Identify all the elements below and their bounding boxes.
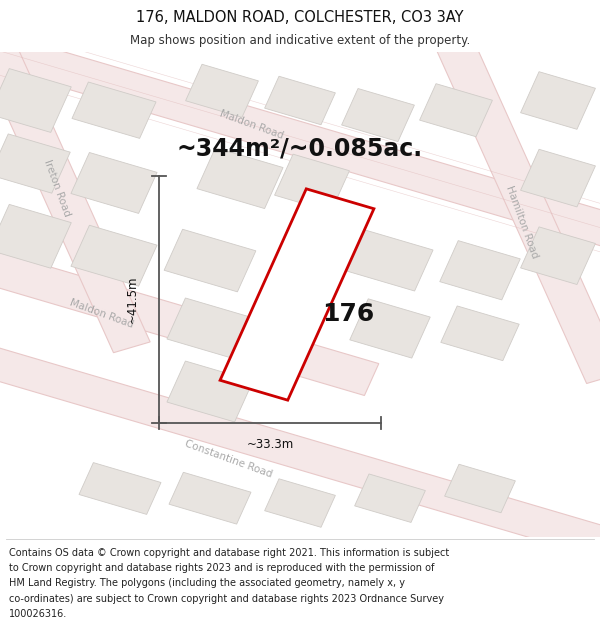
Text: Ireton Road: Ireton Road xyxy=(42,158,72,218)
Polygon shape xyxy=(265,76,335,125)
Polygon shape xyxy=(79,462,161,514)
Polygon shape xyxy=(0,222,379,396)
Polygon shape xyxy=(419,84,493,137)
Polygon shape xyxy=(167,361,253,422)
Polygon shape xyxy=(433,31,600,384)
Polygon shape xyxy=(440,241,520,300)
Polygon shape xyxy=(71,225,157,286)
Polygon shape xyxy=(355,474,425,522)
Text: ~33.3m: ~33.3m xyxy=(247,438,293,451)
Polygon shape xyxy=(220,189,374,400)
Polygon shape xyxy=(72,82,156,138)
Polygon shape xyxy=(71,152,157,213)
Polygon shape xyxy=(445,464,515,512)
Text: to Crown copyright and database rights 2023 and is reproduced with the permissio: to Crown copyright and database rights 2… xyxy=(9,563,434,573)
Text: 176: 176 xyxy=(322,302,374,326)
Text: Map shows position and indicative extent of the property.: Map shows position and indicative extent… xyxy=(130,34,470,47)
Polygon shape xyxy=(164,229,256,292)
Polygon shape xyxy=(275,154,349,212)
Polygon shape xyxy=(265,479,335,528)
Polygon shape xyxy=(197,148,283,209)
Text: 100026316.: 100026316. xyxy=(9,609,67,619)
Text: ~344m²/~0.085ac.: ~344m²/~0.085ac. xyxy=(177,137,423,161)
Text: co-ordinates) are subject to Crown copyright and database rights 2023 Ordnance S: co-ordinates) are subject to Crown copyr… xyxy=(9,594,444,604)
Polygon shape xyxy=(0,204,71,268)
Text: 176, MALDON ROAD, COLCHESTER, CO3 3AY: 176, MALDON ROAD, COLCHESTER, CO3 3AY xyxy=(136,11,464,26)
Polygon shape xyxy=(341,89,415,142)
Polygon shape xyxy=(0,8,600,271)
Polygon shape xyxy=(521,227,595,284)
Polygon shape xyxy=(521,72,595,129)
Polygon shape xyxy=(0,134,70,193)
Polygon shape xyxy=(185,64,259,118)
Polygon shape xyxy=(350,299,430,358)
Polygon shape xyxy=(0,69,71,132)
Polygon shape xyxy=(347,230,433,291)
Polygon shape xyxy=(521,149,595,207)
Text: HM Land Registry. The polygons (including the associated geometry, namely x, y: HM Land Registry. The polygons (includin… xyxy=(9,578,405,588)
Polygon shape xyxy=(441,306,519,361)
Text: Maldon Road: Maldon Road xyxy=(219,109,285,141)
Text: Contains OS data © Crown copyright and database right 2021. This information is : Contains OS data © Crown copyright and d… xyxy=(9,548,449,558)
Polygon shape xyxy=(0,23,150,352)
Polygon shape xyxy=(0,327,600,572)
Polygon shape xyxy=(169,472,251,524)
Text: Maldon Road: Maldon Road xyxy=(69,298,135,330)
Text: Constantine Road: Constantine Road xyxy=(183,439,273,480)
Text: ~41.5m: ~41.5m xyxy=(125,276,139,323)
Polygon shape xyxy=(167,298,253,359)
Text: Hamilton Road: Hamilton Road xyxy=(504,184,540,259)
